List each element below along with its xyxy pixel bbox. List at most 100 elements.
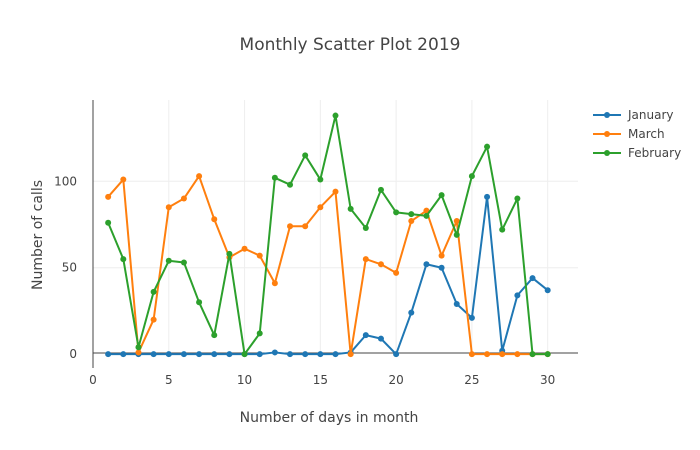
x-tick-label: 10: [237, 373, 252, 387]
data-point-february: [332, 112, 339, 119]
data-point-january: [165, 351, 172, 358]
legend-marker: [604, 112, 610, 118]
x-tick-label: 30: [540, 373, 555, 387]
data-point-march: [499, 351, 506, 358]
data-point-january: [317, 351, 324, 358]
data-point-february: [180, 259, 187, 266]
data-point-january: [408, 309, 415, 316]
legend-item-january[interactable]: January: [593, 108, 674, 122]
legend-label-january: January: [627, 108, 674, 122]
data-point-january: [196, 351, 203, 358]
data-point-february: [347, 205, 354, 212]
data-point-march: [393, 269, 400, 276]
data-point-january: [105, 351, 112, 358]
y-tick-label: 0: [69, 347, 77, 361]
data-point-january: [211, 351, 218, 358]
legend[interactable]: January March February: [593, 108, 681, 160]
data-point-february: [453, 231, 460, 238]
data-point-january: [302, 351, 309, 358]
data-point-february: [226, 250, 233, 257]
data-point-march: [514, 351, 521, 358]
data-point-march: [484, 351, 491, 358]
data-point-february: [408, 211, 415, 218]
x-tick-label: 5: [165, 373, 173, 387]
legend-marker: [604, 131, 610, 137]
legend-item-february[interactable]: February: [593, 146, 681, 160]
x-tick-label: 0: [89, 373, 97, 387]
legend-marker: [604, 150, 610, 156]
series-line-january: [108, 195, 549, 356]
data-point-march: [377, 261, 384, 268]
x-tick-label: 20: [388, 373, 403, 387]
y-tick-label: 50: [62, 261, 77, 275]
data-point-february: [135, 344, 142, 351]
data-point-january: [120, 351, 127, 358]
data-point-january: [393, 351, 400, 358]
data-point-february: [165, 257, 172, 264]
data-point-january: [544, 287, 551, 294]
data-point-february: [105, 219, 112, 226]
data-point-march: [180, 195, 187, 202]
data-point-march: [150, 316, 157, 323]
x-tick-label: 15: [313, 373, 328, 387]
data-point-february: [393, 209, 400, 216]
data-point-january: [377, 335, 384, 342]
x-axis-title: Number of days in month: [240, 410, 419, 426]
data-point-february: [196, 299, 203, 306]
data-point-february: [514, 195, 521, 202]
series-january: [105, 193, 551, 358]
data-point-march: [165, 204, 172, 211]
data-point-february: [271, 174, 278, 181]
data-point-january: [529, 275, 536, 282]
series-february: [105, 112, 551, 358]
data-point-january: [226, 351, 233, 358]
data-point-february: [211, 332, 218, 339]
data-point-january: [438, 264, 445, 271]
data-point-february: [256, 330, 263, 337]
data-point-march: [362, 256, 369, 263]
data-point-january: [362, 332, 369, 339]
data-point-february: [544, 351, 551, 358]
data-point-march: [105, 193, 112, 200]
data-point-march: [135, 349, 142, 356]
grid: [93, 100, 578, 353]
y-axis-title: Number of calls: [30, 180, 46, 290]
data-point-march: [287, 223, 294, 230]
data-point-march: [408, 218, 415, 225]
data-point-march: [256, 252, 263, 259]
data-point-february: [287, 181, 294, 188]
data-point-february: [423, 212, 430, 219]
data-point-march: [347, 351, 354, 358]
plot-area: [105, 112, 551, 358]
data-point-march: [120, 176, 127, 183]
data-point-january: [484, 193, 491, 200]
data-point-january: [256, 351, 263, 358]
legend-label-february: February: [628, 146, 681, 160]
legend-item-march[interactable]: March: [593, 127, 665, 141]
data-point-february: [484, 143, 491, 150]
data-point-march: [271, 280, 278, 287]
data-point-march: [332, 188, 339, 195]
data-point-march: [453, 218, 460, 225]
data-point-january: [287, 351, 294, 358]
data-point-january: [271, 349, 278, 356]
y-tick-label: 100: [54, 174, 77, 188]
data-point-january: [514, 292, 521, 299]
data-point-february: [499, 226, 506, 233]
data-point-february: [529, 351, 536, 358]
series-line-march: [107, 175, 548, 356]
data-point-march: [211, 216, 218, 223]
data-point-february: [377, 186, 384, 193]
data-point-march: [468, 351, 475, 358]
ticks: 0 5 10 15 20 25 30 0 50 100: [54, 174, 555, 387]
legend-label-march: March: [628, 127, 665, 141]
data-point-january: [453, 301, 460, 308]
data-point-february: [362, 224, 369, 231]
data-point-february: [468, 173, 475, 180]
data-point-february: [241, 351, 248, 358]
data-point-march: [438, 252, 445, 259]
data-point-february: [438, 192, 445, 199]
data-point-february: [150, 288, 157, 295]
data-point-january: [423, 261, 430, 268]
